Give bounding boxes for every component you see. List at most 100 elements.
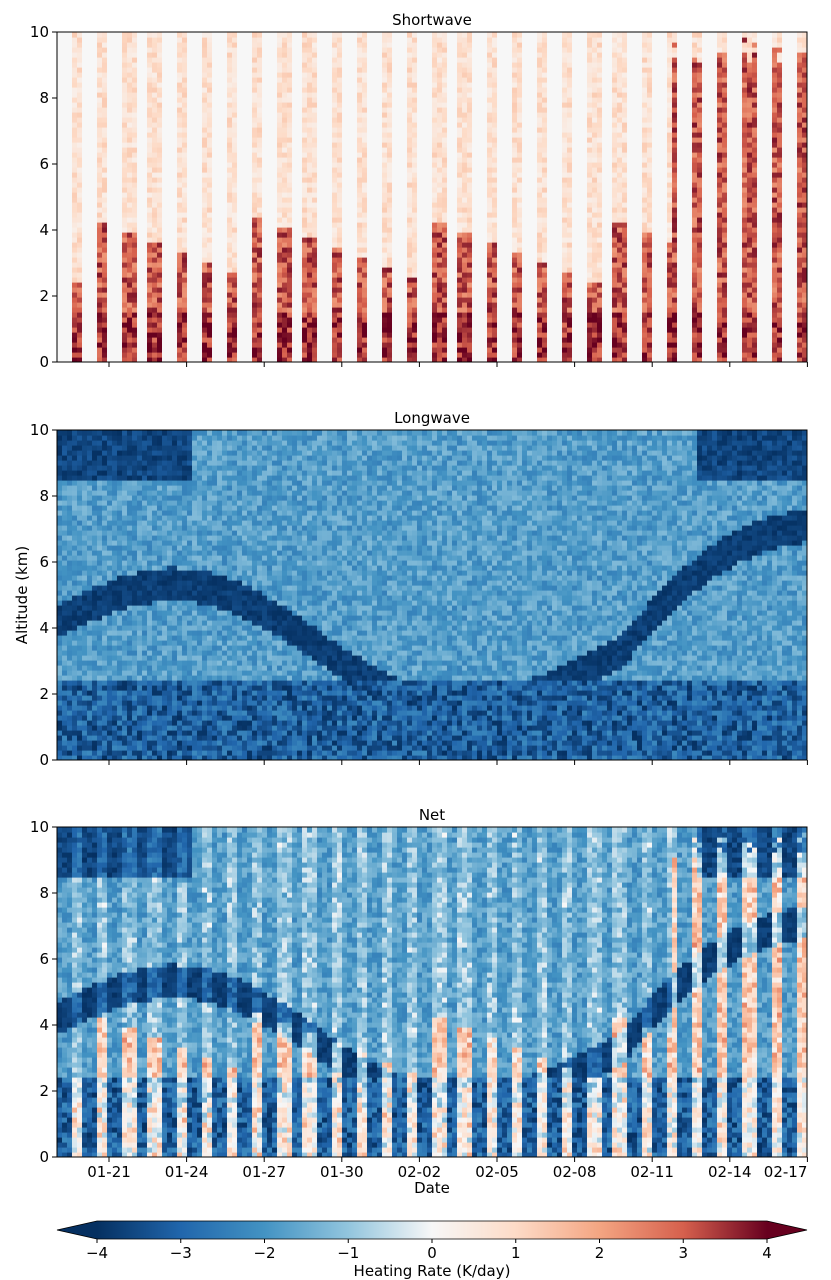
heatmap-cell bbox=[237, 102, 243, 108]
heatmap-cell bbox=[297, 162, 303, 168]
heatmap-cell bbox=[387, 132, 393, 138]
heatmap-cell bbox=[332, 342, 338, 348]
heatmap-cell bbox=[432, 317, 438, 323]
heatmap-cell bbox=[422, 152, 428, 158]
heatmap-cell bbox=[222, 222, 228, 228]
heatmap-cell bbox=[67, 277, 73, 283]
heatmap-cell bbox=[212, 212, 218, 218]
heatmap-cell bbox=[317, 87, 323, 93]
heatmap-cell bbox=[92, 32, 98, 38]
heatmap-cell bbox=[217, 147, 223, 153]
heatmap-cell bbox=[222, 122, 228, 128]
heatmap-cell bbox=[407, 257, 413, 263]
heatmap-cell bbox=[347, 262, 353, 268]
heatmap-cell bbox=[402, 227, 408, 233]
heatmap-cell bbox=[162, 242, 168, 248]
heatmap-cell bbox=[327, 222, 333, 228]
heatmap-cell bbox=[62, 277, 68, 283]
heatmap-cell bbox=[297, 107, 303, 113]
heatmap-cell bbox=[147, 87, 153, 93]
heatmap-cell bbox=[222, 142, 228, 148]
heatmap-cell bbox=[392, 287, 398, 293]
heatmap-cell bbox=[87, 337, 93, 343]
heatmap-cell bbox=[222, 97, 228, 103]
heatmap-cell bbox=[267, 287, 273, 293]
heatmap-cell bbox=[337, 97, 343, 103]
heatmap-cell bbox=[282, 82, 288, 88]
heatmap-cell bbox=[87, 287, 93, 293]
heatmap-cell bbox=[167, 327, 173, 333]
heatmap-cell bbox=[82, 147, 88, 153]
heatmap-cell bbox=[157, 47, 163, 53]
heatmap-cell bbox=[237, 252, 243, 258]
heatmap-cell bbox=[207, 67, 213, 73]
heatmap-cell bbox=[142, 287, 148, 293]
heatmap-cell bbox=[232, 177, 238, 183]
heatmap-cell bbox=[212, 312, 218, 318]
heatmap-cell bbox=[142, 192, 148, 198]
heatmap-cell bbox=[367, 62, 373, 68]
heatmap-cell bbox=[402, 267, 408, 273]
heatmap-cell bbox=[392, 212, 398, 218]
heatmap-cell bbox=[77, 127, 83, 133]
heatmap-cell bbox=[307, 97, 313, 103]
heatmap-cell bbox=[332, 92, 338, 98]
heatmap-cell bbox=[347, 97, 353, 103]
heatmap-cell bbox=[237, 107, 243, 113]
heatmap-cell bbox=[322, 337, 328, 343]
heatmap-cell bbox=[307, 222, 313, 228]
heatmap-cell bbox=[287, 167, 293, 173]
heatmap-cell bbox=[232, 352, 238, 358]
heatmap-cell bbox=[67, 227, 73, 233]
heatmap-cell bbox=[97, 222, 103, 228]
heatmap-cell bbox=[362, 187, 368, 193]
heatmap-cell bbox=[227, 47, 233, 53]
heatmap-cell bbox=[292, 152, 298, 158]
heatmap-cell bbox=[232, 337, 238, 343]
heatmap-cell bbox=[402, 187, 408, 193]
heatmap-cell bbox=[222, 357, 228, 362]
heatmap-cell bbox=[257, 47, 263, 53]
heatmap-cell bbox=[197, 302, 203, 308]
heatmap-cell bbox=[182, 72, 188, 78]
heatmap-cell bbox=[207, 142, 213, 148]
heatmap-cell bbox=[412, 82, 418, 88]
heatmap-cell bbox=[397, 287, 403, 293]
heatmap-cell bbox=[247, 107, 253, 113]
heatmap-cell bbox=[167, 207, 173, 213]
heatmap-cell bbox=[117, 172, 123, 178]
heatmap-cell bbox=[227, 197, 233, 203]
heatmap-cell bbox=[242, 322, 248, 328]
heatmap-cell bbox=[172, 217, 178, 223]
heatmap-cell bbox=[367, 142, 373, 148]
heatmap-cell bbox=[247, 257, 253, 263]
heatmap-cell bbox=[432, 302, 438, 308]
heatmap-cell bbox=[202, 57, 208, 63]
heatmap-cell bbox=[282, 287, 288, 293]
heatmap-cell bbox=[82, 347, 88, 353]
heatmap-cell bbox=[197, 62, 203, 68]
heatmap-cell bbox=[172, 277, 178, 283]
heatmap-cell bbox=[307, 37, 313, 43]
heatmap-cell bbox=[112, 257, 118, 263]
heatmap-cell bbox=[312, 327, 318, 333]
heatmap-cell bbox=[387, 117, 393, 123]
heatmap-cell bbox=[312, 242, 318, 248]
heatmap-cell bbox=[287, 87, 293, 93]
heatmap-cell bbox=[72, 347, 78, 353]
heatmap-cell bbox=[322, 222, 328, 228]
heatmap-cell bbox=[327, 62, 333, 68]
heatmap-cell bbox=[172, 172, 178, 178]
heatmap-cell bbox=[432, 157, 438, 163]
heatmap-cell bbox=[152, 252, 158, 258]
heatmap-cell bbox=[242, 327, 248, 333]
heatmap-cell bbox=[322, 297, 328, 303]
heatmap-cell bbox=[232, 172, 238, 178]
heatmap-cell bbox=[87, 187, 93, 193]
heatmap-cell bbox=[347, 302, 353, 308]
heatmap-cell bbox=[407, 292, 413, 298]
heatmap-cell bbox=[277, 252, 283, 258]
heatmap-cell bbox=[407, 322, 413, 328]
heatmap-cell bbox=[182, 282, 188, 288]
heatmap-cell bbox=[157, 57, 163, 63]
